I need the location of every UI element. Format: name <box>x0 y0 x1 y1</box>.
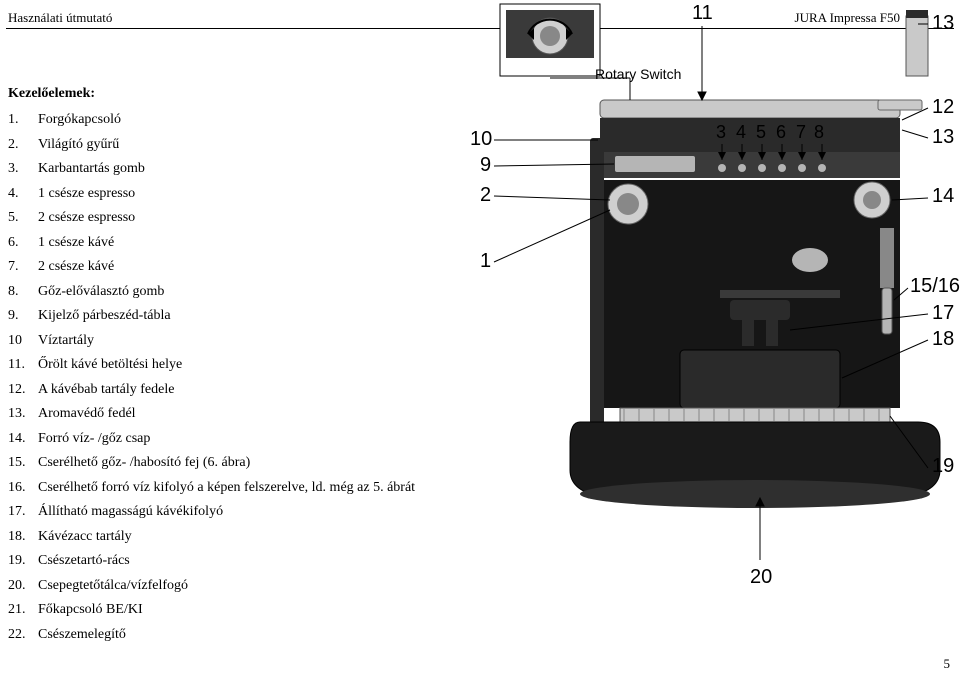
callout-17: 17 <box>932 302 954 325</box>
list-item-text: Víztartály <box>38 329 94 354</box>
list-item: 22.Csészemelegítő <box>8 623 415 648</box>
callout-7: 7 <box>796 122 806 143</box>
controls-list: 1.Forgókapcsoló2.Világító gyűrű3.Karbant… <box>8 108 415 647</box>
list-item: 15.Cserélhető gőz- /habosító fej (6. ábr… <box>8 451 415 476</box>
callout-8: 8 <box>814 122 824 143</box>
list-item-text: 2 csésze espresso <box>38 206 135 231</box>
list-item-number: 22. <box>8 623 38 648</box>
callout-2: 2 <box>480 184 491 207</box>
list-item: 21.Főkapcsoló BE/KI <box>8 598 415 623</box>
list-item-text: Csészemelegítő <box>38 623 126 648</box>
list-item-number: 1. <box>8 108 38 133</box>
list-item-text: Csészetartó-rács <box>38 549 130 574</box>
list-item-number: 2. <box>8 133 38 158</box>
list-item-text: Forró víz- /gőz csap <box>38 427 150 452</box>
list-item-number: 12. <box>8 378 38 403</box>
list-item-text: Csepegtetőtálca/vízfelfogó <box>38 574 188 599</box>
list-item-number: 20. <box>8 574 38 599</box>
list-item-text: Világító gyűrű <box>38 133 119 158</box>
list-item: 17.Állítható magasságú kávékifolyó <box>8 500 415 525</box>
header-left-title: Használati útmutató <box>8 10 112 26</box>
list-item: 11.Őrölt kávé betöltési helye <box>8 353 415 378</box>
callout-13-top: 13 <box>932 12 954 35</box>
list-item: 19.Csészetartó-rács <box>8 549 415 574</box>
list-item-number: 8. <box>8 280 38 305</box>
list-item-text: Őrölt kávé betöltési helye <box>38 353 182 378</box>
machine-svg <box>470 0 960 640</box>
callout-10: 10 <box>470 128 492 151</box>
list-item-number: 13. <box>8 402 38 427</box>
list-item-number: 21. <box>8 598 38 623</box>
callout-19: 19 <box>932 455 954 478</box>
section-title: Kezelőelemek: <box>8 86 95 102</box>
list-item: 4.1 csésze espresso <box>8 182 415 207</box>
list-item-text: Főkapcsoló BE/KI <box>38 598 143 623</box>
list-item: 12.A kávébab tartály fedele <box>8 378 415 403</box>
callout-6: 6 <box>776 122 786 143</box>
list-item: 7.2 csésze kávé <box>8 255 415 280</box>
list-item-text: Cserélhető gőz- /habosító fej (6. ábra) <box>38 451 250 476</box>
callout-5: 5 <box>756 122 766 143</box>
callout-3: 3 <box>716 122 726 143</box>
page-number: 5 <box>944 656 951 672</box>
list-item: 2.Világító gyűrű <box>8 133 415 158</box>
list-item-number: 5. <box>8 206 38 231</box>
list-item: 10Víztartály <box>8 329 415 354</box>
list-item-text: 1 csésze kávé <box>38 231 114 256</box>
list-item-text: 1 csésze espresso <box>38 182 135 207</box>
list-item-number: 9. <box>8 304 38 329</box>
list-item-text: Karbantartás gomb <box>38 157 145 182</box>
list-item: 18.Kávézacc tartály <box>8 525 415 550</box>
list-item-number: 4. <box>8 182 38 207</box>
list-item-text: Kávézacc tartály <box>38 525 132 550</box>
list-item-text: Gőz-előválasztó gomb <box>38 280 164 305</box>
list-item: 16.Cserélhető forró víz kifolyó a képen … <box>8 476 415 501</box>
list-item: 6.1 csésze kávé <box>8 231 415 256</box>
list-item-text: 2 csésze kávé <box>38 255 114 280</box>
machine-diagram: 11 13 12 13 14 15/16 17 18 19 20 10 9 2 … <box>470 0 960 640</box>
callout-13-right: 13 <box>932 126 954 149</box>
list-item-number: 3. <box>8 157 38 182</box>
list-item-text: Forgókapcsoló <box>38 108 121 133</box>
list-item-text: Kijelző párbeszéd-tábla <box>38 304 171 329</box>
list-item-number: 18. <box>8 525 38 550</box>
list-item: 3.Karbantartás gomb <box>8 157 415 182</box>
callout-20: 20 <box>750 566 772 589</box>
list-item-number: 7. <box>8 255 38 280</box>
callout-15-16: 15/16 <box>910 275 960 298</box>
list-item-text: A kávébab tartály fedele <box>38 378 174 403</box>
list-item: 8.Gőz-előválasztó gomb <box>8 280 415 305</box>
list-item-number: 6. <box>8 231 38 256</box>
callout-4: 4 <box>736 122 746 143</box>
list-item-number: 11. <box>8 353 38 378</box>
rotary-switch-label: Rotary Switch <box>595 66 681 82</box>
list-item-number: 15. <box>8 451 38 476</box>
list-item: 9.Kijelző párbeszéd-tábla <box>8 304 415 329</box>
callout-11: 11 <box>692 2 713 25</box>
list-item-number: 16. <box>8 476 38 501</box>
list-item: 5.2 csésze espresso <box>8 206 415 231</box>
list-item-text: Állítható magasságú kávékifolyó <box>38 500 223 525</box>
callout-1: 1 <box>480 250 491 273</box>
list-item-number: 14. <box>8 427 38 452</box>
list-item-number: 17. <box>8 500 38 525</box>
list-item-number: 10 <box>8 329 38 354</box>
list-item: 1.Forgókapcsoló <box>8 108 415 133</box>
list-item-number: 19. <box>8 549 38 574</box>
callout-14: 14 <box>932 185 954 208</box>
callout-18: 18 <box>932 328 954 351</box>
list-item: 13.Aromavédő fedél <box>8 402 415 427</box>
callout-12: 12 <box>932 96 954 119</box>
list-item-text: Aromavédő fedél <box>38 402 136 427</box>
list-item: 20.Csepegtetőtálca/vízfelfogó <box>8 574 415 599</box>
list-item-text: Cserélhető forró víz kifolyó a képen fel… <box>38 476 415 501</box>
callout-9: 9 <box>480 154 491 177</box>
list-item: 14.Forró víz- /gőz csap <box>8 427 415 452</box>
